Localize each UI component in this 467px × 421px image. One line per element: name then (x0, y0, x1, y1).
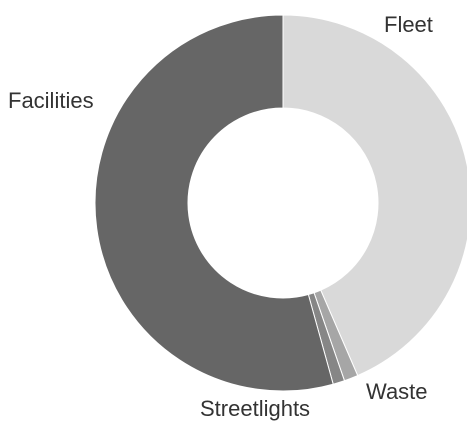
slice-labels: Fleet Waste Streetlights Facilities (8, 12, 433, 421)
slice-label-fleet: Fleet (384, 12, 433, 37)
slice-label-facilities: Facilities (8, 88, 94, 113)
slice-label-streetlights: Streetlights (200, 396, 310, 421)
slice-facilities (94, 14, 334, 392)
slice-fleet (282, 14, 467, 377)
slice-label-waste: Waste (366, 379, 428, 404)
donut-slices (94, 14, 467, 392)
